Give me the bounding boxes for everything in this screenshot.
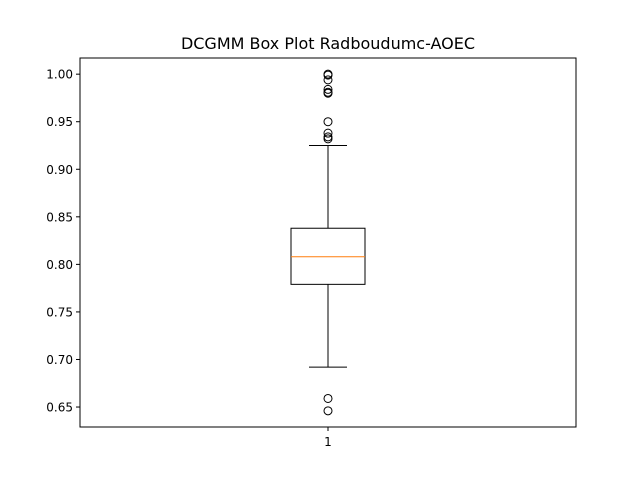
y-tick-label: 0.75 (46, 305, 73, 319)
outlier-point (323, 75, 333, 85)
y-tick-label: 1.00 (46, 68, 73, 82)
chart-title: DCGMM Box Plot Radboudumc-AOEC (181, 34, 475, 53)
plot-area: 0.65 0.70 0.75 0.80 0.85 0.90 0.95 1.00 1 (46, 68, 366, 449)
outlier-point (323, 128, 333, 138)
outlier-point (323, 70, 333, 80)
y-tick-label: 0.65 (46, 401, 73, 415)
outlier-point (323, 84, 333, 94)
outlier-point (323, 406, 333, 416)
outlier-point (323, 88, 333, 98)
y-tick-label: 0.80 (46, 258, 73, 272)
outlier-point (323, 134, 333, 144)
y-tick-label: 0.70 (46, 353, 73, 367)
y-tick-label: 0.85 (46, 210, 73, 224)
y-tick-label: 0.90 (46, 163, 73, 177)
outlier-point (323, 117, 333, 127)
y-tick-label: 0.95 (46, 115, 73, 129)
outlier-point (323, 393, 333, 403)
axes-frame (79, 57, 577, 428)
x-tick-label: 1 (324, 435, 332, 449)
